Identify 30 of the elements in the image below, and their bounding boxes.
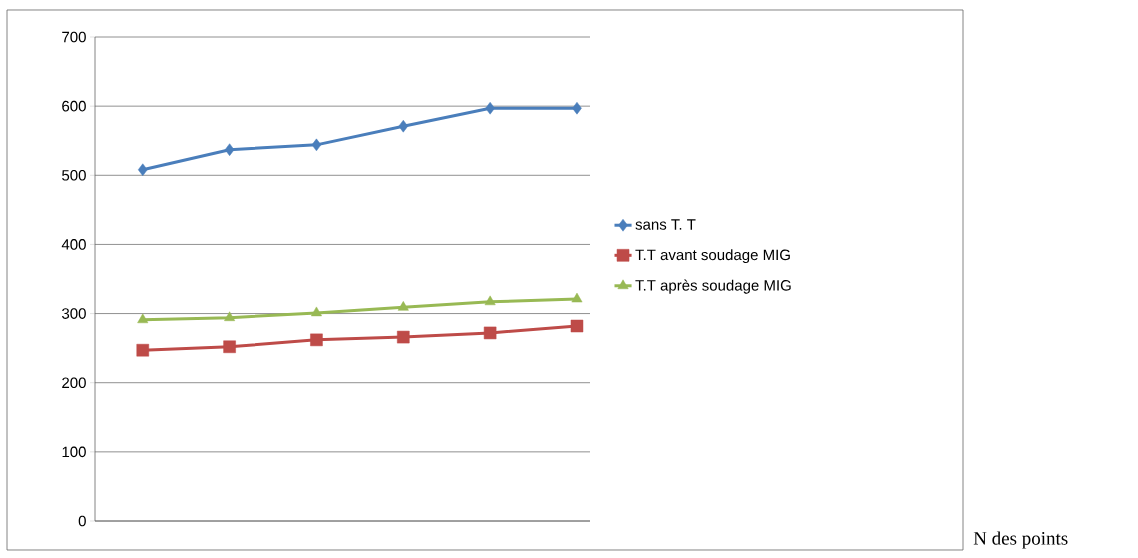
- y-tick-label: 500: [62, 169, 86, 181]
- y-tick-label: 600: [62, 100, 86, 112]
- point: [137, 313, 149, 324]
- point: [570, 319, 584, 333]
- point: [224, 143, 235, 156]
- point: [484, 295, 496, 306]
- point: [310, 333, 323, 347]
- point: [571, 292, 583, 303]
- point: [397, 301, 409, 311]
- point: [311, 138, 322, 152]
- point: [398, 119, 409, 133]
- point: [397, 330, 410, 344]
- point: [311, 306, 322, 317]
- point: [224, 311, 236, 321]
- y-tick-label: 100: [62, 446, 86, 458]
- point: [136, 343, 150, 357]
- point: [138, 163, 148, 177]
- y-tick-label: 700: [62, 31, 86, 43]
- y-tick-label: 200: [62, 377, 86, 389]
- legend-label: T.T après soudage MIG: [635, 279, 791, 294]
- point: [483, 326, 497, 340]
- point: [572, 101, 582, 115]
- point: [223, 340, 236, 354]
- legend-label: T.T avant soudage MIG: [635, 249, 790, 264]
- y-tick-label: 400: [61, 239, 86, 250]
- y-tick-label: 300: [62, 308, 86, 319]
- text: N des points: [973, 531, 1068, 549]
- y-tick-label: 0: [78, 515, 86, 527]
- point: [485, 101, 495, 115]
- legend-label: sans T. T: [635, 219, 696, 230]
